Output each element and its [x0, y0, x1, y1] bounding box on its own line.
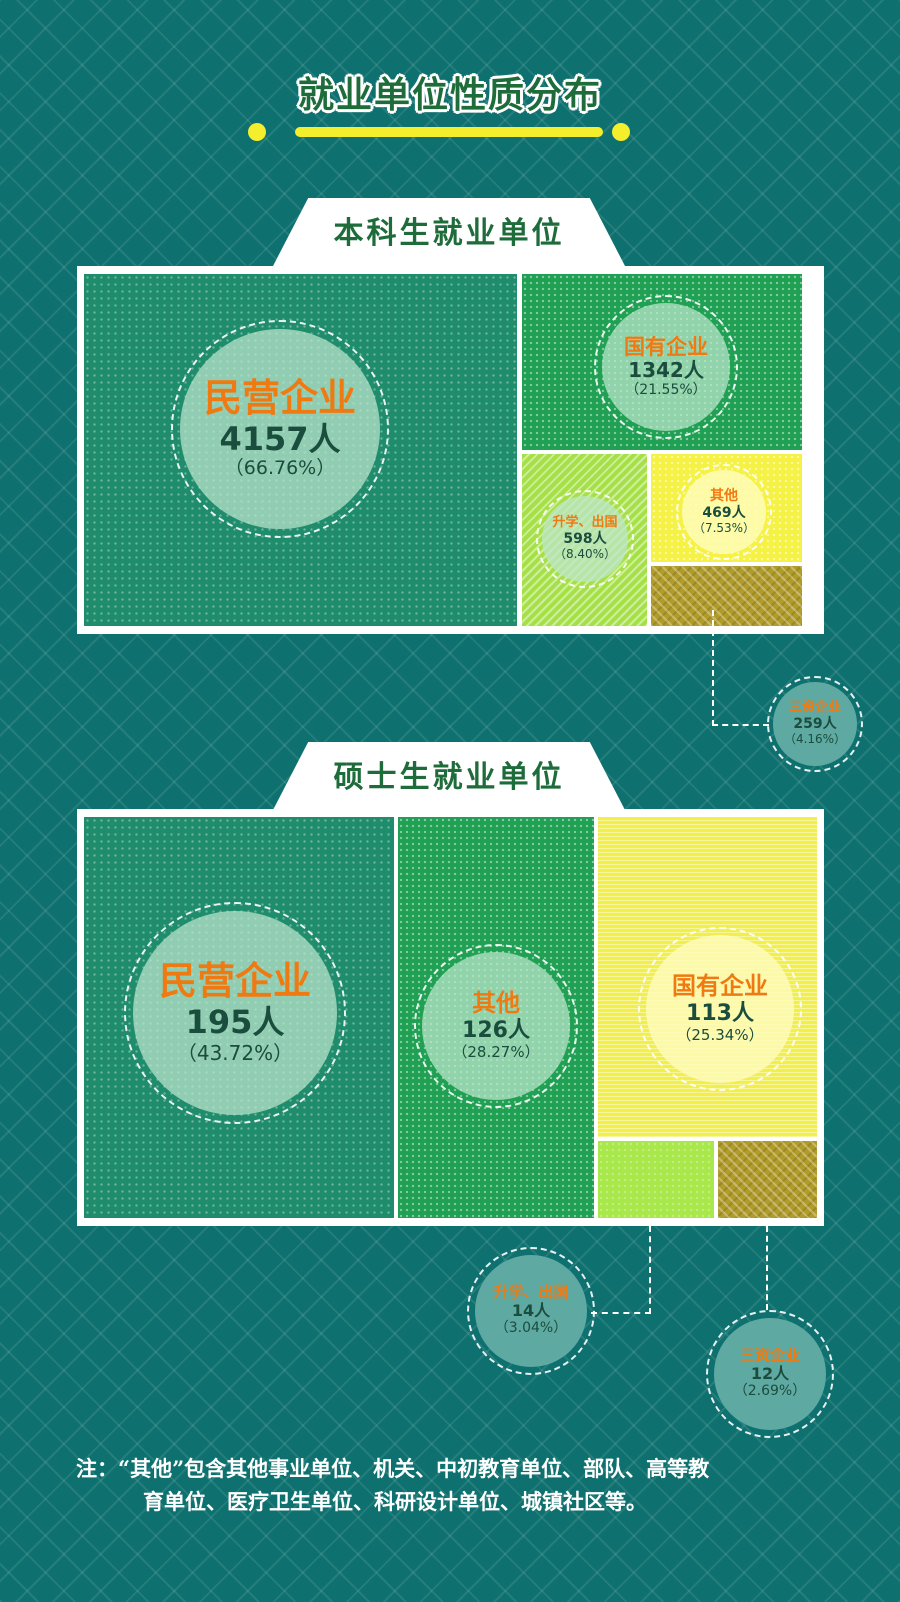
title-dot-left [248, 123, 266, 141]
undergrad-study-ring [536, 490, 634, 588]
undergrad-foreign-percent: （4.16%） [783, 732, 847, 747]
master-tile-study [598, 1141, 714, 1218]
master-private-percent: （43.72%） [176, 1040, 294, 1065]
title-underline [295, 127, 603, 137]
master-state-percent: （25.34%） [676, 1026, 764, 1045]
footnote: 注：“其他”包含其他事业单位、机关、中初教育单位、部队、高等教 育单位、医疗卫生… [76, 1452, 826, 1518]
master-other-label: 其他 [472, 989, 520, 1018]
master-chart-title: 硕士生就业单位 [273, 742, 625, 810]
undergrad-other-count: 469人 [702, 504, 746, 521]
master-foreign-count: 12人 [750, 1363, 790, 1383]
undergrad-tile-foreign [651, 566, 802, 626]
master-study-bubble: 升学、出国 14人 （3.04%） [475, 1255, 587, 1367]
undergrad-foreign-count: 259人 [793, 715, 837, 732]
undergrad-other-label: 其他 [710, 488, 738, 505]
master-foreign-connector [766, 1226, 768, 1310]
master-other-percent: （28.27%） [452, 1043, 540, 1062]
master-foreign-label: 三资企业 [739, 1346, 800, 1365]
undergrad-state-ring [594, 295, 738, 439]
undergrad-private-count: 4157人 [219, 419, 341, 458]
undergrad-other-bubble: 其他 469人 （7.53%） [682, 470, 766, 554]
master-foreign-bubble: 三资企业 12人 （2.69%） [714, 1318, 826, 1430]
undergrad-other-ring [676, 464, 772, 560]
master-study-percent: （3.04%） [494, 1320, 568, 1337]
master-other-ring [414, 944, 578, 1108]
undergrad-study-percent: （8.40%） [553, 547, 617, 562]
master-other-bubble: 其他 126人 （28.27%） [422, 952, 570, 1100]
master-study-label: 升学、出国 [493, 1283, 569, 1302]
undergrad-foreign-ring [767, 676, 863, 772]
undergrad-study-bubble: 升学、出国 598人 （8.40%） [542, 496, 628, 582]
master-private-label: 民营企业 [158, 959, 311, 1004]
master-study-count: 14人 [511, 1300, 551, 1320]
title-dot-right [612, 123, 630, 141]
master-tile-foreign [718, 1141, 817, 1218]
undergrad-private-ring [171, 320, 389, 538]
undergrad-foreign-bubble: 三资企业 259人 （4.16%） [773, 682, 857, 766]
undergrad-state-percent: （21.55%） [625, 381, 707, 398]
footnote-line-2: 育单位、医疗卫生单位、科研设计单位、城镇社区等。 [143, 1489, 647, 1514]
undergrad-study-count: 598人 [563, 530, 607, 547]
undergrad-other-percent: （7.53%） [692, 520, 756, 535]
undergrad-study-label: 升学、出国 [552, 514, 618, 530]
footnote-line-1: 注：“其他”包含其他事业单位、机关、中初教育单位、部队、高等教 [76, 1456, 710, 1481]
undergrad-state-bubble: 国有企业 1342人 （21.55%） [602, 303, 730, 431]
undergrad-private-percent: （66.76%） [224, 457, 336, 480]
master-state-count: 113人 [686, 1000, 754, 1026]
master-private-count: 195人 [185, 1002, 285, 1041]
undergrad-state-count: 1342人 [628, 357, 704, 382]
undergrad-state-label: 国有企业 [624, 334, 708, 359]
master-study-connector [591, 1226, 651, 1314]
master-state-ring [638, 927, 802, 1091]
master-foreign-ring [706, 1310, 834, 1438]
undergrad-foreign-label: 三资企业 [788, 699, 841, 715]
master-private-ring [124, 902, 346, 1124]
master-other-count: 126人 [462, 1017, 530, 1043]
undergrad-chart-title: 本科生就业单位 [273, 198, 625, 266]
master-study-ring [467, 1247, 595, 1375]
master-private-bubble: 民营企业 195人 （43.72%） [133, 911, 337, 1115]
undergrad-private-label: 民营企业 [203, 375, 356, 420]
master-state-label: 国有企业 [672, 972, 768, 1001]
master-foreign-percent: （2.69%） [733, 1383, 807, 1400]
master-state-bubble: 国有企业 113人 （25.34%） [646, 935, 794, 1083]
undergrad-private-bubble: 民营企业 4157人 （66.76%） [180, 329, 380, 529]
page-title: 就业单位性质分布 [297, 75, 602, 116]
undergrad-foreign-connector [712, 610, 769, 726]
